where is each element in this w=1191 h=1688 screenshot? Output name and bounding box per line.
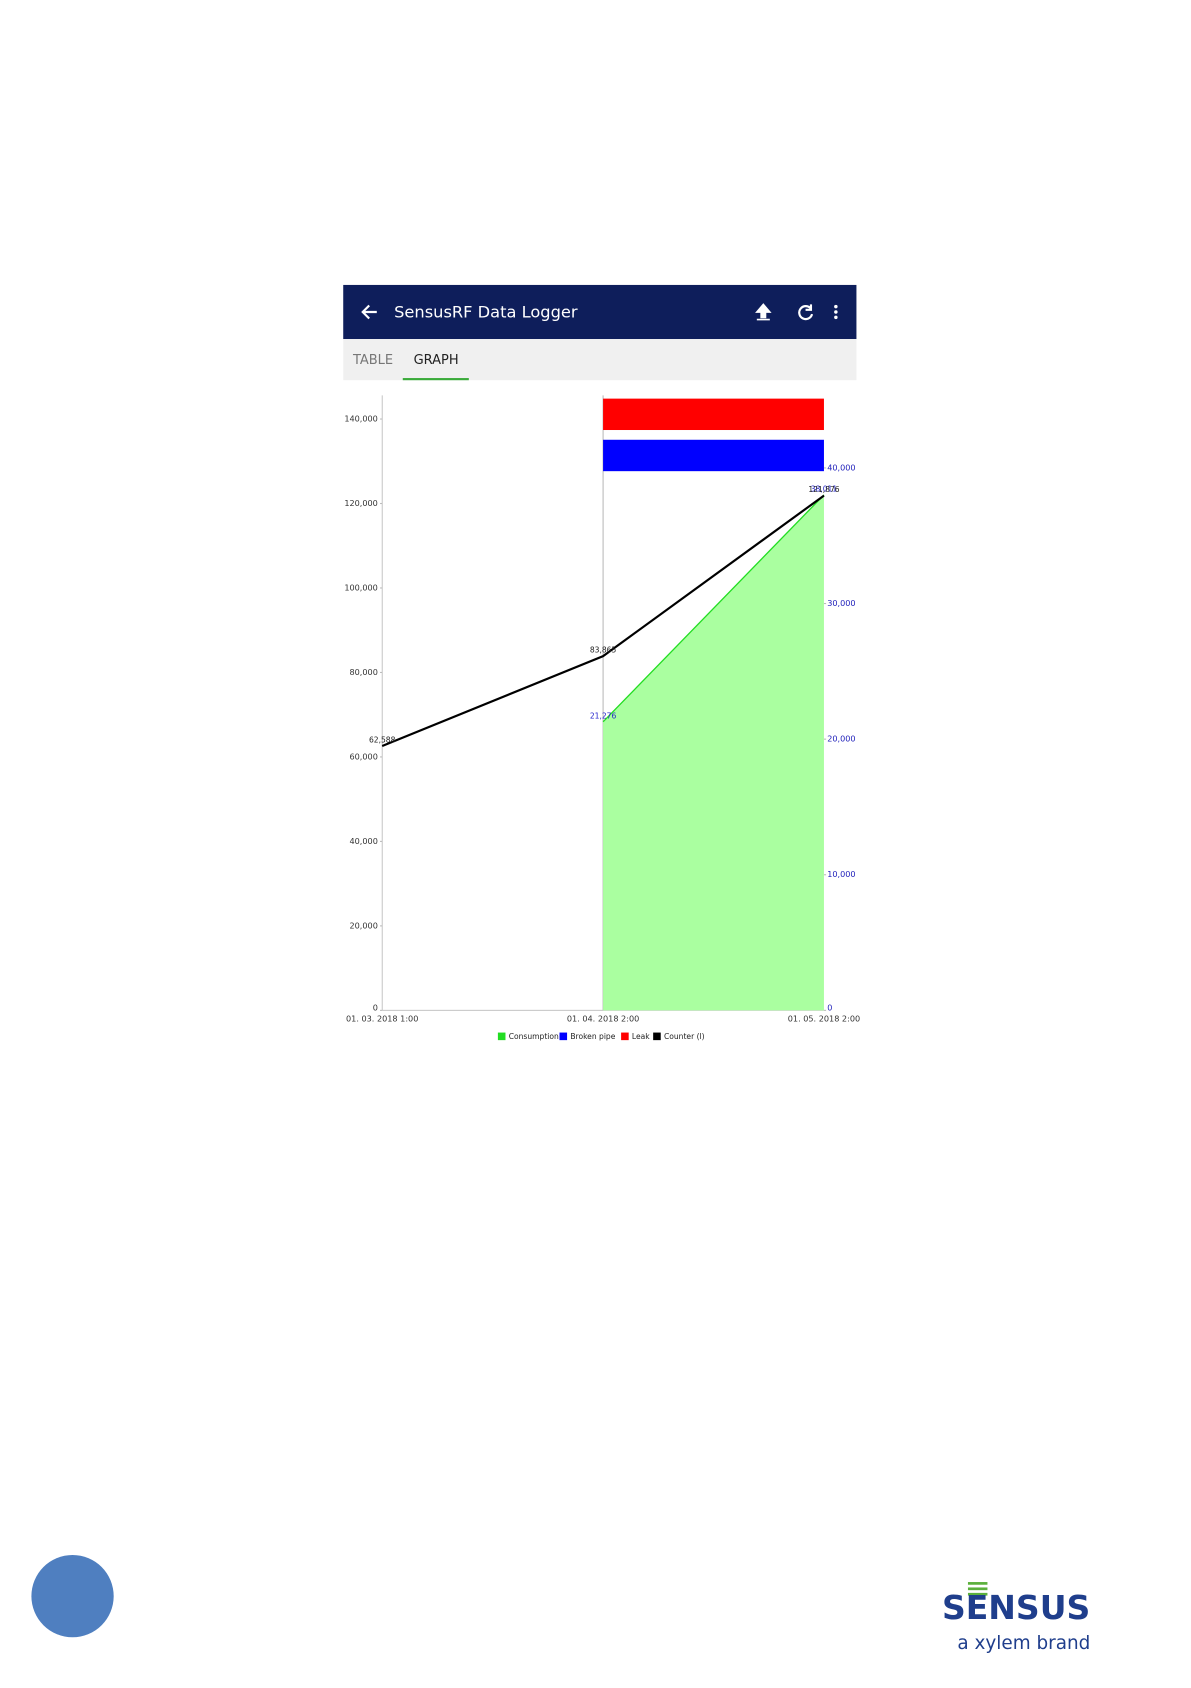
legend-label: Counter (l)	[664, 1032, 705, 1041]
y-tick-label: 20,000	[349, 920, 377, 930]
y-tick-label: 0	[373, 1003, 378, 1013]
logo-tagline: a xylem brand	[957, 1633, 1090, 1654]
area	[603, 494, 824, 1011]
y-tick-label: 120,000	[344, 498, 378, 508]
legend-swatch	[653, 1032, 661, 1041]
logo-brand: SENSUS	[942, 1589, 1090, 1627]
area-line	[602, 494, 825, 723]
legend-swatch	[497, 1032, 506, 1041]
y2-tick-label: 30,000	[827, 598, 855, 608]
y-tick-label: 40,000	[349, 836, 377, 846]
page-badge	[31, 1554, 114, 1638]
y2-tick-label: 20,000	[827, 734, 855, 744]
upload-button[interactable]	[755, 303, 772, 321]
legend-label: Broken pipe	[570, 1032, 615, 1041]
refresh-button[interactable]	[798, 304, 814, 321]
legend-label: Consumption	[509, 1032, 559, 1041]
chart: 0 20,000 40,000 60,000 80,000 100,000 120,000 1…	[344, 395, 860, 1041]
legend-swatch	[559, 1032, 568, 1041]
tab-bar	[343, 339, 857, 381]
tab[interactable]: GRAPH	[414, 353, 459, 368]
y-tick-label: 60,000	[349, 751, 377, 761]
y2-tick-label: 0	[827, 1003, 832, 1013]
app-title: SensusRF Data Logger	[394, 303, 578, 322]
more-button[interactable]	[834, 304, 838, 320]
data-label: 62,588	[369, 736, 396, 745]
y2-tick-label: 10,000	[827, 869, 855, 879]
x-tick-label: 01. 03. 2018 1:00	[346, 1014, 418, 1024]
legend-label: Leak	[632, 1032, 650, 1041]
data-label: 83,865	[590, 646, 617, 655]
legend-swatch	[621, 1032, 629, 1041]
data-label: 38,011	[811, 484, 838, 493]
data-label: 21,276	[590, 711, 617, 720]
tab-indicator	[402, 378, 469, 381]
tab[interactable]: TABLE	[352, 353, 393, 368]
y-tick-label: 100,000	[344, 582, 378, 592]
event-band	[603, 439, 824, 472]
back-button[interactable]	[361, 304, 377, 320]
x-tick-label: 01. 05. 2018 2:00	[788, 1014, 860, 1024]
x-tick-label: 01. 04. 2018 2:00	[567, 1014, 639, 1024]
logo-bars	[967, 1582, 988, 1596]
line	[381, 494, 825, 748]
y-tick-label: 140,000	[344, 414, 378, 424]
event-band	[603, 398, 824, 431]
y-tick-label: 80,000	[349, 667, 377, 677]
app-bar	[343, 284, 857, 340]
y2-tick-label: 40,000	[827, 462, 855, 472]
data-label: 121,876	[808, 485, 839, 494]
